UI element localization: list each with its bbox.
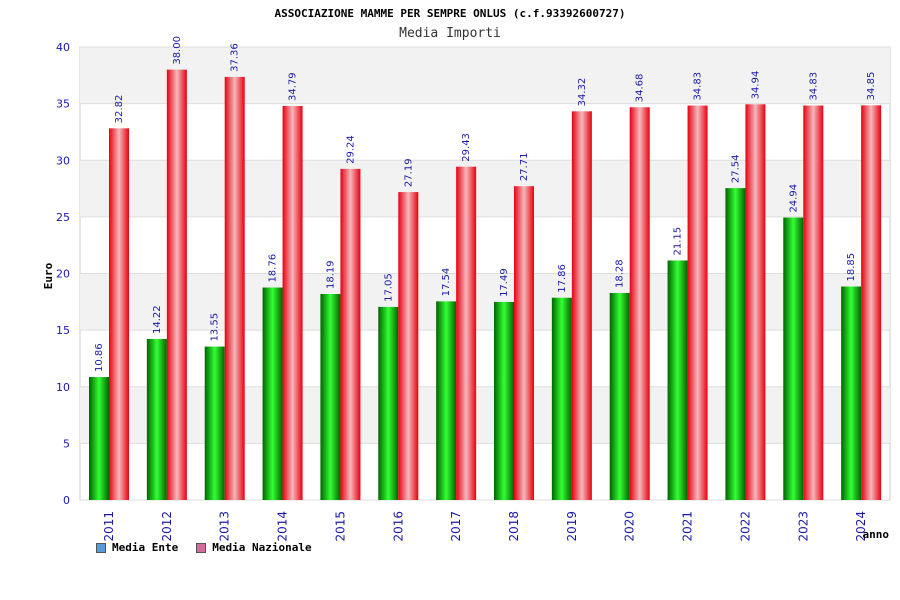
legend: Media Ente Media Nazionale xyxy=(96,541,312,554)
x-axis-ticks: 2011 2012 2013 2014 2015 2016 2017 2018 2019 2020… xyxy=(102,511,868,542)
value-label: 18.85 xyxy=(846,253,857,282)
bar-media-ente xyxy=(783,217,804,500)
chart-subtitle: Media Importi xyxy=(399,26,501,41)
value-label: 37.36 xyxy=(230,43,241,72)
value-label: 29.24 xyxy=(345,135,356,164)
value-label: 21.15 xyxy=(673,227,684,256)
value-label: 27.71 xyxy=(519,153,530,182)
value-label: 34.94 xyxy=(750,71,761,100)
bar-media-ente xyxy=(436,301,457,500)
bar-media-ente xyxy=(725,188,746,500)
x-tick-label: 2023 xyxy=(796,511,810,542)
bar-media-ente xyxy=(494,301,514,500)
value-label: 34.83 xyxy=(693,72,704,101)
x-tick-label: 2014 xyxy=(276,511,290,542)
x-tick-label: 2015 xyxy=(333,511,347,542)
value-label: 32.82 xyxy=(114,95,125,124)
value-label: 13.55 xyxy=(210,313,221,342)
y-tick-label: 20 xyxy=(56,268,70,281)
bar-media-ente xyxy=(667,260,688,500)
bar-media-nazionale xyxy=(861,105,882,500)
bar-media-ente xyxy=(378,306,399,500)
bar-media-ente xyxy=(89,377,109,500)
legend-swatch-ente xyxy=(96,542,106,553)
bar-media-nazionale xyxy=(456,166,477,500)
grid-band xyxy=(80,386,890,444)
x-tick-label: 2021 xyxy=(681,511,695,542)
x-tick-label: 2019 xyxy=(565,511,579,542)
value-label: 34.79 xyxy=(288,72,299,101)
bar-media-ente xyxy=(262,287,283,500)
value-label: 34.85 xyxy=(866,72,877,101)
bar-media-ente xyxy=(320,293,341,500)
x-axis-label: anno xyxy=(863,528,890,541)
bar-media-ente xyxy=(204,346,225,500)
bar-media-nazionale xyxy=(109,128,129,500)
value-label: 18.76 xyxy=(268,254,279,283)
bar-media-ente xyxy=(146,338,167,500)
value-labels: 10.86 32.82 14.22 38.00 13.55 37.36 18.76 34.79… xyxy=(94,36,877,372)
value-label: 18.28 xyxy=(615,259,626,288)
x-tick-label: 2022 xyxy=(738,511,752,542)
value-label: 17.49 xyxy=(499,268,510,297)
value-label: 17.05 xyxy=(383,273,394,302)
bar-media-ente xyxy=(609,292,630,500)
y-axis-ticks: 0 5 10 15 20 25 30 35 40 xyxy=(56,41,70,507)
bar-media-nazionale xyxy=(803,105,824,501)
x-tick-label: 2024 xyxy=(854,511,868,542)
bar-media-nazionale xyxy=(629,107,650,501)
y-tick-label: 30 xyxy=(56,154,70,167)
value-label: 24.94 xyxy=(788,184,799,213)
bar-media-nazionale xyxy=(282,106,303,501)
y-tick-label: 25 xyxy=(56,211,70,224)
value-label: 34.83 xyxy=(808,72,819,101)
value-label: 27.19 xyxy=(403,158,414,187)
bar-media-ente xyxy=(841,286,862,500)
value-label: 38.00 xyxy=(172,36,183,65)
y-tick-label: 15 xyxy=(56,324,70,337)
y-tick-label: 0 xyxy=(63,494,70,507)
y-tick-label: 10 xyxy=(56,381,70,394)
value-label: 34.68 xyxy=(635,74,646,103)
value-label: 17.86 xyxy=(557,264,568,293)
y-tick-label: 40 xyxy=(56,41,70,54)
grid-band xyxy=(80,273,890,331)
y-axis-label: Euro xyxy=(42,262,55,289)
value-label: 14.22 xyxy=(152,305,163,334)
x-tick-label: 2013 xyxy=(218,511,232,542)
value-label: 34.32 xyxy=(577,78,588,107)
value-label: 18.19 xyxy=(325,260,336,289)
chart-title: ASSOCIAZIONE MAMME PER SEMPRE ONLUS (c.f… xyxy=(275,7,626,20)
y-tick-label: 5 xyxy=(63,437,70,450)
bar-media-ente xyxy=(551,297,572,500)
legend-label-ente: Media Ente xyxy=(112,541,179,554)
bar-media-nazionale xyxy=(340,168,361,500)
x-tick-label: 2020 xyxy=(623,511,637,542)
legend-swatch-nazionale xyxy=(196,542,207,553)
legend-item-ente: Media Ente xyxy=(96,541,178,554)
x-tick-label: 2011 xyxy=(102,511,116,542)
bar-media-nazionale xyxy=(166,69,187,501)
bar-media-nazionale xyxy=(571,111,592,501)
bar-media-nazionale xyxy=(514,186,534,500)
value-label: 17.54 xyxy=(441,268,452,297)
value-label: 27.54 xyxy=(730,154,741,183)
grid-band xyxy=(80,47,890,104)
bar-media-nazionale xyxy=(398,192,419,501)
grid-band xyxy=(80,160,890,217)
legend-item-nazionale: Media Nazionale xyxy=(196,541,312,554)
x-tick-label: 2012 xyxy=(160,511,174,542)
x-tick-label: 2018 xyxy=(507,511,521,542)
x-tick-label: 2016 xyxy=(391,511,405,542)
value-label: 29.43 xyxy=(461,133,472,162)
y-tick-label: 35 xyxy=(56,98,70,111)
value-label: 10.86 xyxy=(94,343,105,372)
bar-media-nazionale xyxy=(745,104,766,500)
bar-media-nazionale xyxy=(224,76,245,500)
x-tick-label: 2017 xyxy=(449,511,463,542)
bars xyxy=(89,69,882,501)
legend-label-nazionale: Media Nazionale xyxy=(212,541,312,554)
bar-media-nazionale xyxy=(687,105,708,501)
